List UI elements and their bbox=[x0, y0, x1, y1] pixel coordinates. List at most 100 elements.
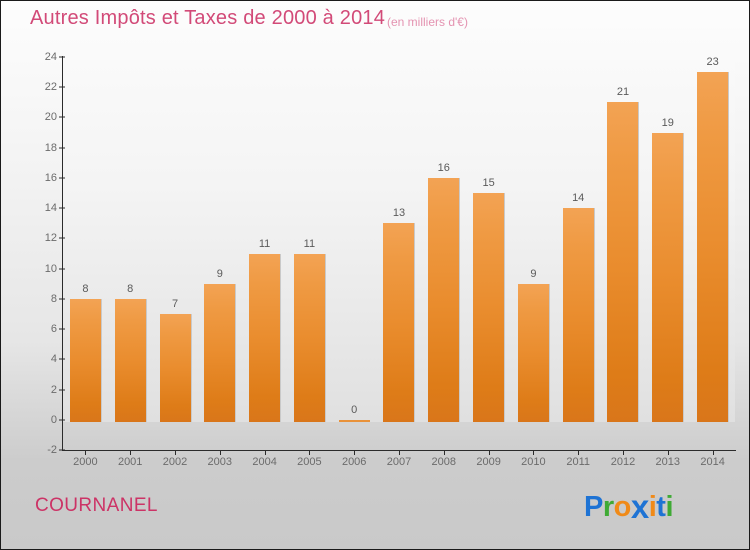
bar-value-label: 0 bbox=[351, 404, 358, 416]
y-axis-line bbox=[62, 56, 63, 450]
x-axis-tick-label: 2005 bbox=[297, 456, 322, 468]
bar bbox=[652, 132, 684, 422]
y-axis-tick-label: 22 bbox=[44, 81, 57, 94]
y-axis-tick-mark bbox=[59, 116, 65, 118]
bar bbox=[115, 298, 147, 422]
x-axis-tick-label: 2012 bbox=[610, 456, 636, 468]
y-axis-tick-mark bbox=[59, 207, 65, 209]
y-axis-tick-label: 6 bbox=[50, 323, 57, 336]
y-axis-tick-label: 14 bbox=[44, 202, 57, 215]
bar bbox=[428, 177, 460, 422]
bar-value-label: 8 bbox=[127, 282, 134, 295]
x-axis-tick-mark bbox=[533, 450, 534, 455]
y-axis-tick-mark bbox=[59, 86, 65, 88]
x-axis-tick-label: 2000 bbox=[73, 456, 98, 468]
bar bbox=[339, 420, 370, 422]
chart-subtitle: (en milliers d'€) bbox=[387, 15, 468, 29]
y-axis-tick-label: 8 bbox=[50, 292, 57, 305]
x-axis-tick-label: 2004 bbox=[252, 456, 277, 468]
x-axis-tick-mark bbox=[713, 450, 714, 455]
y-axis-tick-label: 16 bbox=[44, 171, 57, 184]
x-axis-tick-mark bbox=[175, 450, 176, 455]
bar-value-label: 13 bbox=[392, 207, 406, 220]
y-axis-tick-label: 4 bbox=[50, 353, 57, 366]
chart-header: Autres Impôts et Taxes de 2000 à 2014 (e… bbox=[1, 1, 749, 41]
x-axis-tick-mark bbox=[265, 450, 266, 455]
bar-value-label: 19 bbox=[661, 116, 674, 129]
bar-value-label: 16 bbox=[437, 161, 450, 174]
bar bbox=[294, 253, 326, 422]
commune-name: COURNANEL bbox=[35, 495, 158, 516]
x-axis-tick-mark bbox=[399, 450, 400, 455]
logo-letter: i bbox=[665, 491, 674, 523]
y-axis-tick-mark bbox=[59, 177, 65, 179]
y-axis-tick-mark bbox=[59, 237, 65, 239]
y-axis-tick-mark bbox=[59, 147, 65, 149]
y-axis-tick-label: 2 bbox=[50, 383, 57, 396]
bar bbox=[473, 193, 505, 422]
y-axis-tick-label: 0 bbox=[50, 413, 57, 426]
bar-value-label: 9 bbox=[530, 267, 537, 280]
x-axis-tick-label: 2008 bbox=[431, 456, 457, 468]
x-axis-tick-mark bbox=[130, 450, 131, 455]
bar bbox=[249, 253, 281, 422]
logo-letter: i bbox=[648, 491, 657, 523]
y-axis-tick-mark bbox=[59, 419, 65, 421]
x-axis-tick-label: 2011 bbox=[566, 456, 591, 468]
bar bbox=[563, 208, 595, 422]
x-axis-tick-mark bbox=[668, 450, 669, 455]
page-title: Autres Impôts et Taxes de 2000 à 2014 bbox=[30, 7, 386, 29]
x-axis-tick-mark bbox=[354, 450, 355, 455]
y-axis-tick-mark bbox=[59, 268, 65, 270]
x-axis-tick-label: 2009 bbox=[476, 456, 501, 468]
y-axis-tick-label: 12 bbox=[44, 232, 57, 245]
bar-value-label: 14 bbox=[572, 192, 585, 205]
y-axis-tick-label: 24 bbox=[44, 51, 57, 63]
logo-letter: r bbox=[602, 491, 614, 523]
logo-letter: o bbox=[613, 491, 632, 523]
y-axis-tick-label: 20 bbox=[44, 111, 57, 124]
bar-value-label: 7 bbox=[171, 297, 179, 310]
x-axis-tick-mark bbox=[85, 450, 86, 455]
bar bbox=[70, 298, 102, 422]
y-axis-tick-label: 10 bbox=[44, 262, 57, 275]
x-axis-tick-label: 2010 bbox=[521, 456, 546, 468]
x-axis-tick-mark bbox=[578, 450, 579, 455]
x-axis-tick-label: 2013 bbox=[655, 456, 681, 468]
bar-value-label: 11 bbox=[258, 237, 271, 250]
x-axis-tick-mark bbox=[444, 450, 445, 455]
bar-value-label: 21 bbox=[616, 86, 630, 99]
y-axis-tick-mark bbox=[59, 56, 65, 58]
bar-value-label: 23 bbox=[706, 56, 719, 69]
bar bbox=[607, 102, 639, 422]
x-axis-tick-mark bbox=[489, 450, 490, 455]
bar bbox=[160, 313, 192, 422]
logo-letter: x bbox=[630, 488, 649, 525]
y-axis-tick-mark bbox=[59, 449, 65, 451]
x-axis-tick-label: 2003 bbox=[207, 456, 233, 468]
x-axis-tick-mark bbox=[623, 450, 624, 455]
y-axis-tick-mark bbox=[59, 358, 65, 360]
logo-letter: t bbox=[656, 491, 666, 523]
x-axis-tick-label: 2014 bbox=[700, 456, 725, 468]
proxiti-logo[interactable]: Proxiti bbox=[584, 488, 673, 524]
y-axis-tick-mark bbox=[59, 328, 65, 330]
y-axis-tick-mark bbox=[59, 298, 65, 300]
x-axis-tick-mark bbox=[309, 450, 310, 455]
y-axis-tick-mark bbox=[59, 389, 65, 391]
x-axis-tick-mark bbox=[220, 450, 221, 455]
bar bbox=[518, 283, 550, 422]
x-axis-tick-label: 2001 bbox=[117, 456, 143, 468]
logo-letter: P bbox=[584, 491, 603, 523]
y-axis-tick-label: 18 bbox=[44, 141, 57, 154]
bar bbox=[204, 283, 236, 422]
x-axis-tick-label: 2007 bbox=[386, 456, 412, 468]
y-axis-tick-label: -2 bbox=[47, 444, 57, 456]
bar bbox=[697, 72, 729, 422]
x-axis-tick-label: 2002 bbox=[162, 456, 188, 468]
bar-value-label: 8 bbox=[82, 282, 89, 295]
bar bbox=[383, 223, 415, 422]
x-axis-tick-label: 2006 bbox=[341, 456, 367, 468]
bar-value-label: 11 bbox=[303, 237, 316, 250]
